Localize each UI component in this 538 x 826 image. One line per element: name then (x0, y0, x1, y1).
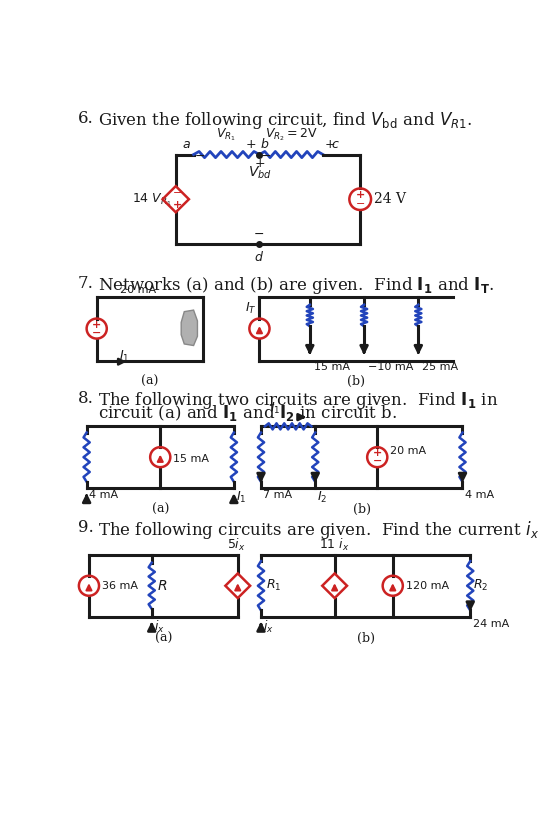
Text: $V_{bd}$: $V_{bd}$ (247, 165, 271, 181)
Text: +: + (324, 139, 335, 151)
Text: $14\ V_{R_1}$: $14\ V_{R_1}$ (132, 191, 172, 207)
Text: circuit (a) and $\mathbf{I_1}$ and $\mathbf{I_2}$ in circuit b.: circuit (a) and $\mathbf{I_1}$ and $\mat… (98, 403, 398, 423)
Text: The following two circuits are given.  Find $\mathbf{I_1}$ in: The following two circuits are given. Fi… (98, 390, 499, 411)
Text: $5i_x$: $5i_x$ (227, 537, 245, 553)
Text: $R$: $R$ (157, 579, 167, 593)
Text: −10 mA: −10 mA (368, 362, 413, 372)
Text: 24 V: 24 V (374, 192, 406, 206)
Text: 20 mA: 20 mA (391, 446, 427, 456)
Text: $b$: $b$ (260, 137, 270, 151)
Text: −: − (195, 150, 206, 163)
Text: 4 mA: 4 mA (465, 491, 494, 501)
Polygon shape (181, 310, 197, 345)
Text: +: + (356, 190, 365, 201)
Text: Networks (a) and (b) are given.  Find $\mathbf{I_1}$ and $\mathbf{I_T}$.: Networks (a) and (b) are given. Find $\m… (98, 275, 494, 296)
Text: 120 mA: 120 mA (406, 581, 449, 591)
Text: $I_1$: $I_1$ (118, 349, 129, 364)
Text: 4 mA: 4 mA (89, 491, 118, 501)
Text: (b): (b) (357, 632, 374, 645)
Text: 36 mA: 36 mA (102, 581, 138, 591)
Text: 7.: 7. (78, 275, 94, 292)
Text: $V_{R_2}=2\mathrm{V}$: $V_{R_2}=2\mathrm{V}$ (265, 126, 317, 143)
Text: $11\ i_x$: $11\ i_x$ (319, 537, 350, 553)
Text: −: − (372, 456, 382, 466)
Text: 7 mA: 7 mA (263, 491, 293, 501)
Text: $I_2$: $I_2$ (317, 491, 327, 506)
Text: −: − (92, 327, 101, 338)
Text: $I_1$: $I_1$ (270, 401, 280, 415)
Text: +: + (373, 449, 382, 458)
Text: (b): (b) (353, 503, 371, 516)
Text: $I_T$: $I_T$ (245, 301, 256, 316)
Text: $V_{R_1}$: $V_{R_1}$ (216, 126, 236, 143)
Text: $a$: $a$ (182, 139, 190, 151)
Text: The following circuits are given.  Find the current $i_x$.: The following circuits are given. Find t… (98, 519, 538, 541)
Text: $i_x$: $i_x$ (154, 619, 165, 635)
Text: 20 mA: 20 mA (120, 285, 156, 295)
Text: $i_x$: $i_x$ (263, 619, 274, 635)
Text: $d$: $d$ (254, 250, 265, 264)
Text: Given the following circuit, find $V_{\rm bd}$ and $V_{R1}$.: Given the following circuit, find $V_{\r… (98, 110, 472, 131)
Text: (a): (a) (152, 503, 169, 516)
Text: $I_1$: $I_1$ (236, 491, 246, 506)
Text: 25 mA: 25 mA (422, 362, 458, 372)
Text: (a): (a) (141, 375, 158, 387)
Text: +: + (173, 201, 182, 211)
Text: (b): (b) (348, 375, 365, 387)
Text: 24 mA: 24 mA (473, 619, 509, 629)
Text: +: + (246, 139, 256, 151)
Text: $c$: $c$ (331, 139, 339, 151)
Text: 6.: 6. (78, 110, 94, 127)
Text: −: − (260, 150, 271, 163)
Text: (a): (a) (154, 632, 172, 645)
Text: 9.: 9. (78, 519, 94, 536)
Text: 8.: 8. (78, 390, 94, 407)
Text: $R_2$: $R_2$ (473, 578, 489, 593)
Text: 15 mA: 15 mA (314, 362, 350, 372)
Text: −: − (356, 199, 365, 209)
Text: +: + (92, 320, 101, 330)
Text: $R_1$: $R_1$ (266, 578, 282, 593)
Text: −: − (173, 188, 182, 198)
Text: +: + (254, 157, 265, 170)
Text: 15 mA: 15 mA (173, 453, 209, 463)
Text: −: − (254, 228, 265, 241)
